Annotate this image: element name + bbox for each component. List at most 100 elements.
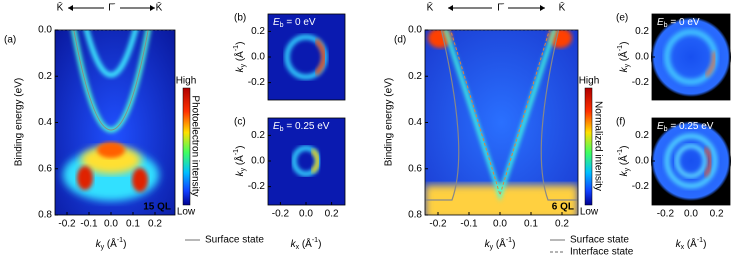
- y-tick-label: -0.2: [248, 77, 266, 88]
- label-part: (Å: [684, 237, 697, 250]
- label-part: k: [96, 239, 102, 250]
- y-axis-label: ky (Å-1): [233, 42, 248, 73]
- label-part: y: [624, 167, 631, 171]
- y-tick-label: 0.8: [38, 210, 52, 221]
- label-part: k: [235, 170, 246, 176]
- energy-label: Eb = 0.25 eV: [657, 121, 714, 134]
- label-part: (Å: [299, 237, 312, 250]
- label-part: y: [490, 244, 494, 251]
- panel-label: (a): [4, 35, 16, 46]
- x-axis-label: ky (Å-1): [485, 237, 516, 252]
- k-point: K̄: [559, 1, 566, 14]
- x-tick-label: -0.2: [272, 209, 290, 220]
- y-tick-label: 0.6: [38, 163, 52, 174]
- label-part: -1: [233, 45, 240, 51]
- thickness: 15 QL: [143, 202, 171, 213]
- y-tick-label: 0.0: [251, 52, 265, 63]
- y-tick-label: 0.2: [635, 26, 649, 37]
- y-tick-label: 0.2: [251, 130, 265, 141]
- y-tick-label: -0.2: [632, 77, 650, 88]
- label-part: -1: [617, 45, 624, 51]
- y-tick-label: 0.0: [635, 156, 649, 167]
- y-tick-label: 0.4: [408, 117, 422, 128]
- label-part: ): [123, 239, 126, 250]
- y-tick-label: 0.2: [635, 130, 649, 141]
- energy-label: Eb = 0.25 eV: [273, 121, 330, 134]
- y-axis-label: ky (Å-1): [617, 42, 632, 73]
- label-part: -1: [312, 237, 318, 244]
- label-part: k: [291, 239, 297, 250]
- k-point: Γ̄: [108, 3, 116, 14]
- x-tick-label: 0.1: [126, 219, 140, 230]
- y-axis-label: Binding energy (eV): [384, 78, 395, 166]
- label-part: x: [681, 244, 685, 251]
- legend-entry: Surface state: [570, 235, 629, 246]
- y-axis-label: ky (Å-1): [233, 146, 248, 177]
- map-e: [651, 13, 731, 101]
- x-tick-label: 0.1: [524, 219, 538, 230]
- x-tick-label: -0.2: [429, 219, 447, 230]
- y-tick-label: 0.2: [38, 71, 52, 82]
- label-part: (Å: [617, 51, 630, 64]
- map-c: [267, 117, 346, 206]
- colorbar-label: Normalized intensity: [592, 101, 603, 191]
- label-part: ): [235, 42, 246, 45]
- x-axis-label: kx (Å-1): [291, 237, 322, 252]
- label-part: = 0 eV: [668, 17, 700, 28]
- label-part: -1: [117, 237, 123, 244]
- x-tick-label: 0.0: [684, 209, 698, 220]
- panel-label: (e): [616, 13, 628, 24]
- colorbar-high: High: [176, 76, 197, 87]
- label-part: ): [318, 239, 321, 250]
- y-axis-label: Binding energy (eV): [14, 78, 25, 166]
- label-part: (Å: [233, 51, 246, 64]
- k-arrows-a: [68, 5, 155, 11]
- energy-label: Eb = 0 eV: [657, 17, 700, 30]
- x-tick-label: -0.1: [460, 219, 478, 230]
- energy-label: Eb = 0 eV: [273, 17, 316, 30]
- colorbar-low: Low: [580, 207, 599, 218]
- y-tick-label: 0.6: [408, 163, 422, 174]
- k-point: K̄: [156, 1, 163, 14]
- y-axis-label: ky (Å-1): [617, 146, 632, 177]
- label-part: x: [296, 244, 300, 251]
- label-part: (Å: [233, 155, 246, 168]
- label-part: ): [235, 146, 246, 149]
- label-part: E: [657, 121, 664, 132]
- label-part: (Å: [493, 237, 506, 250]
- y-tick-label: 0.0: [408, 25, 422, 36]
- x-tick-label: -0.1: [80, 219, 98, 230]
- y-tick-label: 0.0: [635, 52, 649, 63]
- k-point: Γ̄: [497, 3, 505, 14]
- label-part: -1: [617, 149, 624, 155]
- y-tick-label: 0.2: [408, 71, 422, 82]
- y-tick-label: 0.8: [408, 210, 422, 221]
- label-part: k: [235, 66, 246, 72]
- y-tick-label: 0.0: [251, 156, 265, 167]
- label-part: = 0.25 eV: [668, 121, 714, 132]
- x-tick-label: 0.0: [299, 209, 313, 220]
- k-point: K̄: [427, 1, 434, 14]
- panel-label: (c): [234, 117, 246, 128]
- label-part: E: [273, 121, 280, 132]
- x-axis-label: ky (Å-1): [96, 237, 127, 252]
- label-part: k: [485, 239, 491, 250]
- panel-label: (f): [616, 117, 625, 128]
- label-part: (Å: [104, 237, 117, 250]
- colorbar-high: High: [579, 76, 600, 87]
- k-arrows-d: [448, 5, 545, 11]
- label-part: b: [664, 126, 668, 133]
- label-part: b: [280, 126, 284, 133]
- label-part: b: [280, 22, 284, 29]
- label-part: ): [619, 42, 630, 45]
- x-tick-label: 0.2: [148, 219, 162, 230]
- label-part: -1: [697, 237, 703, 244]
- label-part: y: [240, 63, 247, 67]
- x-tick-label: 0.2: [710, 209, 724, 220]
- map-f: [651, 117, 731, 206]
- label-part: -1: [233, 149, 240, 155]
- map-b: [267, 13, 346, 101]
- colorbar-low: Low: [177, 207, 196, 218]
